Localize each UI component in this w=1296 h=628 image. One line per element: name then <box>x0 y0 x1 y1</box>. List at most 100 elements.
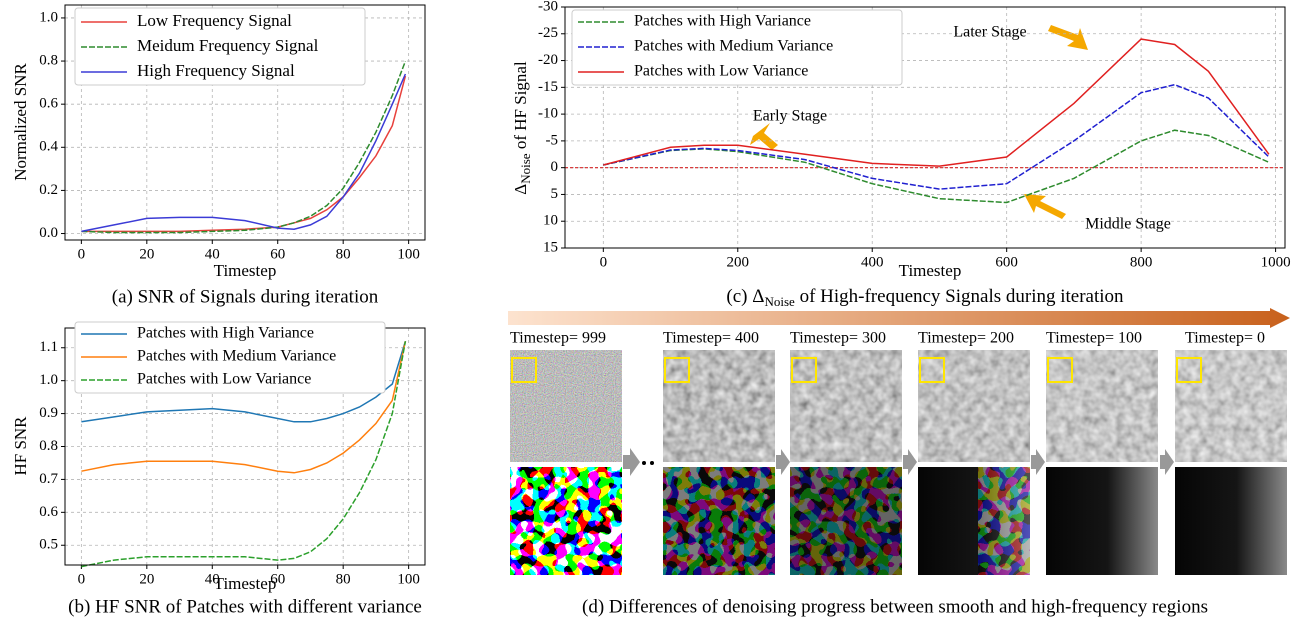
legend-label: Patches with Medium Variance <box>137 348 336 365</box>
annotation-arrows <box>750 25 1088 219</box>
y-label-subscript: Noise <box>518 153 533 184</box>
line-series <box>81 340 407 423</box>
x-tick-label: 80 <box>336 246 351 262</box>
y-tick-label: -20 <box>538 52 558 68</box>
arrow <box>1024 194 1066 219</box>
arrow <box>903 449 917 475</box>
line-series <box>81 341 407 474</box>
arrow <box>750 123 778 150</box>
image <box>790 350 902 462</box>
y-tick-label: -5 <box>546 132 559 148</box>
highlight <box>791 357 817 383</box>
plot-frame <box>564 6 1286 249</box>
x-tick-label: 80 <box>336 571 351 587</box>
x-tick-label: 100 <box>397 571 420 587</box>
y-tick-label: 0.8 <box>39 52 58 68</box>
chart: 0.0 0.2 0.4 0.6 0.8 1.0 0 20 40 60 80 100 Low Freque… <box>11 4 426 307</box>
y-axis-label: Normalized SNR <box>11 63 30 181</box>
legend-label: High Frequency Signal <box>137 61 295 80</box>
line-series <box>603 38 1270 167</box>
caption: (b) HF SNR of Patches with different var… <box>68 596 422 617</box>
caption-text: of High-frequency Signals during iterati… <box>795 286 1124 307</box>
x-tick-label: 100 <box>397 246 420 262</box>
legend-label: Patches with Low Variance <box>137 371 311 388</box>
line-series <box>81 341 407 568</box>
legend-label: Patches with Low Variance <box>634 63 808 80</box>
y-axis-label: ΔNoise of HF Signal <box>511 61 533 195</box>
panel-d: Timestep= 999 Timestep= 400 Timestep= 30… <box>508 308 1290 617</box>
image <box>510 350 622 462</box>
line-series <box>603 83 1270 190</box>
y-tick-label: 0.8 <box>39 438 58 454</box>
x-axis-label: Timestep <box>214 574 277 593</box>
legend-label: Patches with Medium Variance <box>634 38 833 55</box>
y-tick-label: 0.6 <box>39 96 58 112</box>
annotation: Early Stage <box>753 108 827 125</box>
timestep-label: Timestep= 100 <box>1046 330 1142 347</box>
caption-text: (c) Δ <box>726 286 764 307</box>
y-tick-label: 1.0 <box>39 372 58 388</box>
ellipsis-dot <box>650 461 654 465</box>
x-tick-label: 800 <box>1130 254 1153 270</box>
timestep-label: Timestep= 300 <box>790 330 886 347</box>
x-tick-label: 600 <box>995 254 1018 270</box>
highlight <box>1047 357 1073 383</box>
x-tick-label: 20 <box>139 246 154 262</box>
image-column <box>663 350 1287 575</box>
timestep-label: Timestep= 0 <box>1185 330 1265 347</box>
legend-box <box>74 321 386 394</box>
arrow <box>1048 25 1088 50</box>
y-tick-label: 15 <box>543 239 558 255</box>
plot-frame <box>64 4 426 241</box>
y-tick-label: -15 <box>538 79 558 95</box>
y-tick-label: 0.4 <box>39 139 58 155</box>
timestep-label: Timestep= 200 <box>918 330 1014 347</box>
y-tick-label: 0.5 <box>39 537 58 553</box>
x-tick-label: 400 <box>861 254 884 270</box>
line-series <box>81 73 407 233</box>
line-series <box>603 129 1270 204</box>
step-arrows <box>623 448 1174 476</box>
y-tick-label: 5 <box>551 186 559 202</box>
image <box>1046 350 1158 462</box>
chart: -30 -25 -20 -15 -10 -5 0 5 10 15 0 200 400 600 800 1000… <box>538 0 1291 280</box>
caption-subscript: Noise <box>764 294 795 309</box>
image <box>978 467 1030 575</box>
y-tick-label: 0.9 <box>39 405 58 421</box>
image <box>790 467 902 575</box>
highlight-boxes <box>511 357 1202 383</box>
x-axis-label: Timestep <box>214 261 277 280</box>
timestep-label: Timestep= 400 <box>663 330 759 347</box>
timeline-arrow <box>508 308 1290 328</box>
timestep-label: Timestep= 999 <box>510 330 606 347</box>
x-tick-label: 1000 <box>1261 254 1291 270</box>
arrow <box>1160 449 1174 475</box>
y-tick-label: 0.0 <box>39 225 58 241</box>
y-axis-label: HF SNR <box>11 416 30 476</box>
x-tick-label: 60 <box>270 246 285 262</box>
arrow <box>1031 449 1045 475</box>
caption: (d) Differences of denoising progress be… <box>582 596 1208 617</box>
ellipsis-dot <box>642 461 646 465</box>
y-tick-label: 0.6 <box>39 504 58 520</box>
x-tick-label: 200 <box>727 254 750 270</box>
image <box>663 350 775 462</box>
caption: (c) ΔNoise of High-frequency Signals dur… <box>726 286 1124 309</box>
legend-label: Patches with High Variance <box>137 325 314 342</box>
x-tick-label: 20 <box>139 571 154 587</box>
highlight <box>664 357 690 383</box>
annotation: Later Stage <box>953 24 1026 41</box>
arrow <box>623 448 640 476</box>
legend-label: Low Frequency Signal <box>137 11 292 30</box>
legend-box <box>571 9 903 86</box>
x-tick-label: 40 <box>205 571 220 587</box>
legend-label: Meidum Frequency Signal <box>137 36 319 55</box>
y-tick-label: 1.0 <box>39 9 58 25</box>
y-tick-label: -30 <box>538 0 558 14</box>
chart: 0.5 0.6 0.7 0.8 0.9 1.0 1.1 0 20 40 60 80 100 Patches… <box>11 321 426 617</box>
line-series <box>81 60 407 234</box>
y-tick-label: -25 <box>538 25 558 41</box>
legend-box <box>74 7 366 86</box>
